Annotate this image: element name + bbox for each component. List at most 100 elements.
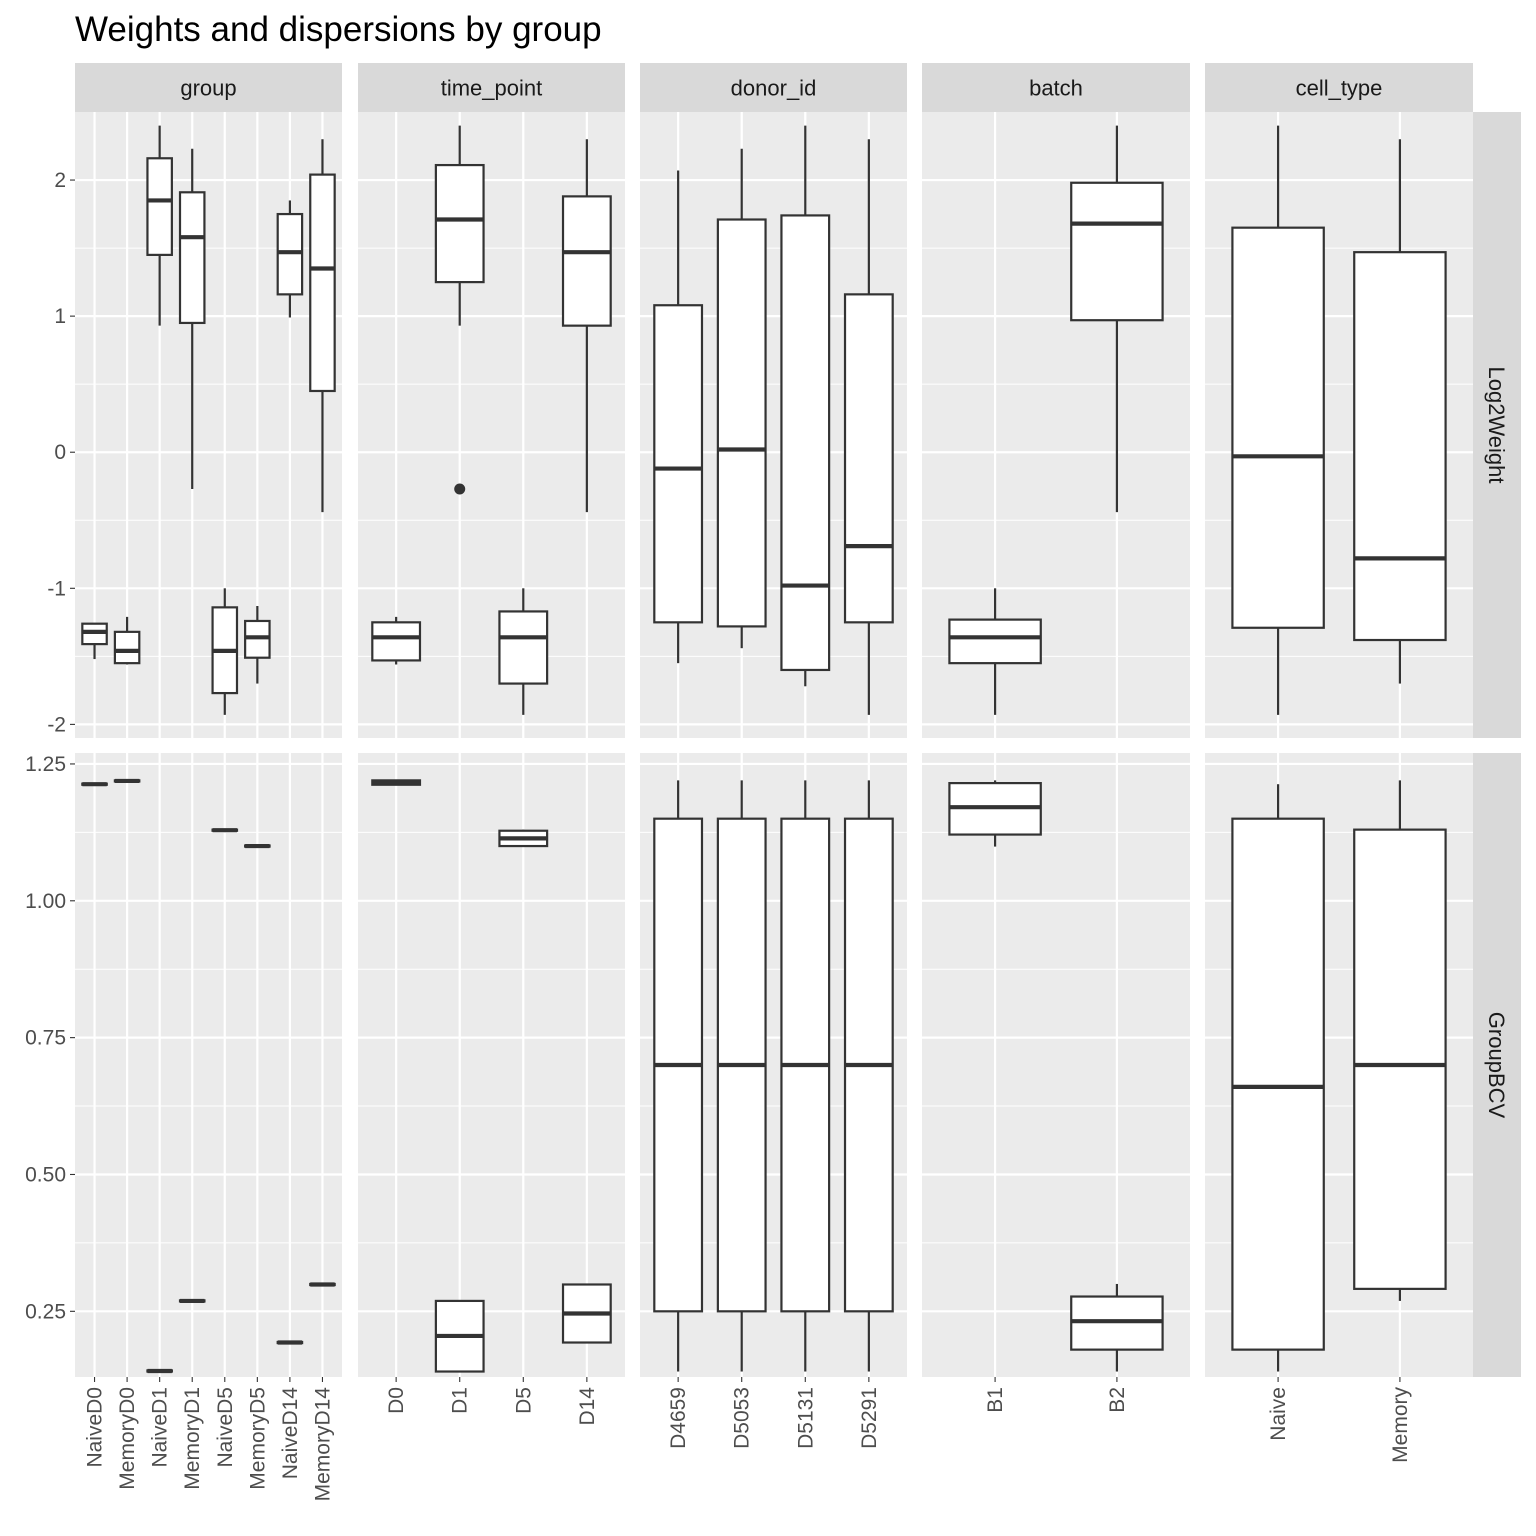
plot-layer: group time_point donor_id batch cell_type Log… <box>25 63 1521 1501</box>
x-tick-label-d5053: D5053 <box>731 1387 754 1449</box>
column-strip-label-group: group <box>180 76 236 101</box>
box-groupbcv-memoryd5 <box>244 843 271 849</box>
x-tick-label-d1: D1 <box>449 1387 472 1414</box>
box-log2weight-d0-iqr <box>371 621 422 662</box>
panel-groupbcv-cell-type <box>1205 753 1473 1377</box>
box-log2weight-d14 <box>561 139 612 513</box>
panel-log2weight-group <box>75 112 342 738</box>
box-log2weight-naived1-iqr <box>146 157 173 256</box>
chart-title: Weights and dispersions by group <box>75 10 602 49</box>
x-tick-label-memoryd0: MemoryD0 <box>116 1387 139 1490</box>
box-log2weight-memoryd1-iqr <box>178 191 206 325</box>
y-tick-label-log2weight-1: -1 <box>47 577 66 600</box>
box-groupbcv-d5131 <box>780 780 831 1372</box>
y-tick-label-log2weight-4: 2 <box>54 169 66 192</box>
y-tick-label-log2weight-2: 0 <box>54 441 66 464</box>
box-log2weight-d4659-iqr <box>653 304 704 624</box>
panel-groupbcv-group <box>75 753 342 1377</box>
row-strip-groupbcv <box>1473 753 1521 1377</box>
y-tick-label-log2weight-0: -2 <box>47 713 66 736</box>
panel-groupbcv-batch-background <box>922 753 1190 1377</box>
box-log2weight-naived0 <box>81 622 108 660</box>
column-strip-label-batch: batch <box>1029 76 1083 101</box>
box-log2weight-naive-iqr <box>1231 226 1325 629</box>
box-log2weight-memoryd14 <box>309 139 336 513</box>
box-log2weight-d0 <box>371 616 422 665</box>
x-tick-label-d5291: D5291 <box>858 1387 881 1449</box>
box-groupbcv-naived14 <box>276 1340 304 1345</box>
x-tick-label-d5131: D5131 <box>794 1387 817 1449</box>
box-groupbcv-d5053 <box>716 780 767 1372</box>
row-strip-label-log2weight: Log2Weight <box>1484 366 1509 483</box>
box-groupbcv-naive-iqr <box>1231 817 1325 1351</box>
box-groupbcv-memory-iqr <box>1353 828 1447 1290</box>
box-groupbcv-d1 <box>434 1299 485 1373</box>
panel-log2weight-batch <box>922 112 1190 738</box>
y-tick-label-groupbcv-4: 1.25 <box>25 753 66 776</box>
box-log2weight-d5291-iqr <box>843 293 894 624</box>
column-strip-label-donor-id: donor_id <box>731 76 817 101</box>
box-groupbcv-d5 <box>498 829 549 848</box>
panel-groupbcv-group-background <box>75 753 342 1377</box>
box-log2weight-memory <box>1353 139 1447 684</box>
box-log2weight-memoryd1 <box>178 148 206 489</box>
panel-log2weight-cell-type <box>1205 112 1473 738</box>
panel-groupbcv-time-point-background <box>358 753 625 1377</box>
box-groupbcv-memoryd1 <box>178 1298 206 1304</box>
box-groupbcv-naived0 <box>81 782 108 787</box>
x-tick-label-memoryd5: MemoryD5 <box>246 1387 269 1490</box>
box-log2weight-d5053-iqr <box>716 218 767 628</box>
column-strip-label-cell-type: cell_type <box>1296 76 1383 101</box>
box-log2weight-b2 <box>1070 125 1164 513</box>
box-log2weight-d1-outlier-0 <box>454 483 466 495</box>
box-groupbcv-d5291 <box>843 780 894 1372</box>
x-tick-label-d5: D5 <box>512 1387 535 1414</box>
x-tick-label-d4659: D4659 <box>667 1387 690 1449</box>
box-log2weight-d1 <box>434 125 485 495</box>
box-groupbcv-d0 <box>371 779 422 786</box>
y-tick-label-log2weight-3: 1 <box>54 305 66 328</box>
x-tick-label-naive: Naive <box>1267 1387 1290 1441</box>
box-groupbcv-memory <box>1353 780 1447 1301</box>
box-log2weight-d5131 <box>780 125 831 687</box>
box-groupbcv-naived1 <box>146 1368 173 1374</box>
column-strip-group <box>75 63 342 112</box>
x-tick-label-b2: B2 <box>1106 1387 1129 1413</box>
box-log2weight-memoryd0-iqr <box>113 630 141 665</box>
box-groupbcv-d14 <box>561 1283 612 1344</box>
x-tick-label-naived1: NaiveD1 <box>149 1387 172 1468</box>
panel-log2weight-donor-id <box>640 112 907 738</box>
box-log2weight-naived14 <box>276 200 304 318</box>
x-tick-label-naived5: NaiveD5 <box>214 1387 237 1468</box>
y-tick-label-groupbcv-0: 0.25 <box>25 1300 66 1323</box>
panel-groupbcv-time-point <box>358 753 625 1377</box>
x-tick-label-d0: D0 <box>385 1387 408 1414</box>
panel-log2weight-time-point <box>358 112 625 738</box>
column-strip-cell-type <box>1205 63 1473 112</box>
y-tick-label-groupbcv-1: 0.50 <box>25 1163 66 1186</box>
box-log2weight-d4659 <box>653 170 704 664</box>
panel-groupbcv-donor-id <box>640 753 907 1377</box>
x-tick-label-naived0: NaiveD0 <box>84 1387 107 1468</box>
box-log2weight-memoryd5 <box>244 605 271 684</box>
box-groupbcv-naived5 <box>211 828 239 833</box>
box-log2weight-d5291 <box>843 139 894 715</box>
x-tick-label-memoryd1: MemoryD1 <box>181 1387 204 1490</box>
box-log2weight-d5053 <box>716 148 767 649</box>
box-groupbcv-b1 <box>948 780 1042 847</box>
x-tick-label-naived14: NaiveD14 <box>279 1387 302 1480</box>
x-tick-label-memory: Memory <box>1389 1387 1412 1463</box>
row-strip-label-groupbcv: GroupBCV <box>1484 1012 1509 1119</box>
box-log2weight-d14-iqr <box>561 195 612 327</box>
box-log2weight-memoryd14-iqr <box>309 173 336 393</box>
x-tick-label-b1: B1 <box>984 1387 1007 1413</box>
column-strip-batch <box>922 63 1190 112</box>
box-groupbcv-d4659 <box>653 780 704 1372</box>
x-tick-label-d14: D14 <box>576 1387 599 1426</box>
box-log2weight-b1 <box>948 588 1042 715</box>
box-log2weight-naived1 <box>146 125 173 326</box>
box-log2weight-naive <box>1231 125 1325 715</box>
column-strip-label-time-point: time_point <box>441 76 543 101</box>
box-log2weight-d5131-iqr <box>780 214 831 672</box>
